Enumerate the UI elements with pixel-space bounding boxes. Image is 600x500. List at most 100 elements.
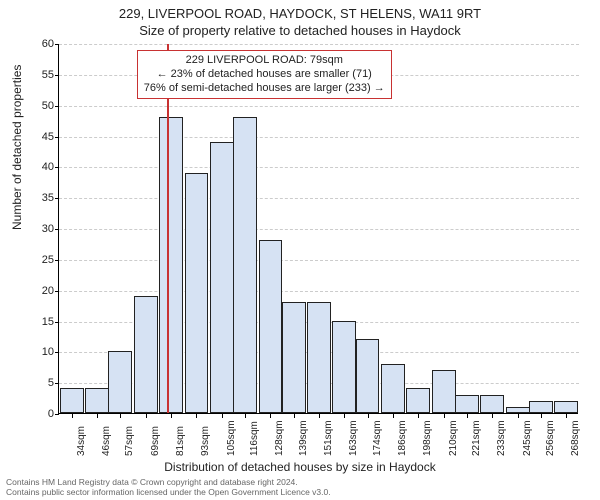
y-tick-mark xyxy=(55,229,59,230)
y-tick-mark xyxy=(55,106,59,107)
y-tick-label: 15 xyxy=(24,316,54,328)
histogram-bar xyxy=(356,339,380,413)
reference-line xyxy=(167,44,169,413)
plot-area: 05101520253035404550556034sqm46sqm57sqm6… xyxy=(58,44,578,414)
histogram-bar xyxy=(108,351,132,413)
y-tick-mark xyxy=(55,167,59,168)
x-tick-label: 174sqm xyxy=(372,420,383,456)
histogram-bar xyxy=(282,302,306,413)
x-tick-mark xyxy=(97,414,98,418)
y-tick-mark xyxy=(55,414,59,415)
y-tick-mark xyxy=(55,137,59,138)
title-line-2: Size of property relative to detached ho… xyxy=(0,23,600,40)
histogram-bar xyxy=(210,142,234,413)
y-tick-mark xyxy=(55,322,59,323)
histogram-bar xyxy=(159,117,183,413)
y-tick-label: 25 xyxy=(24,254,54,266)
histogram-bar xyxy=(406,388,430,413)
grid-line xyxy=(59,229,579,230)
x-tick-label: 128sqm xyxy=(274,420,285,456)
histogram-bar xyxy=(554,401,578,413)
grid-line xyxy=(59,260,579,261)
x-tick-mark xyxy=(72,414,73,418)
histogram-bar xyxy=(60,388,84,413)
x-tick-mark xyxy=(294,414,295,418)
y-tick-mark xyxy=(55,383,59,384)
x-tick-mark xyxy=(120,414,121,418)
x-tick-mark xyxy=(518,414,519,418)
y-tick-mark xyxy=(55,291,59,292)
x-tick-mark xyxy=(146,414,147,418)
x-tick-mark xyxy=(393,414,394,418)
y-tick-label: 10 xyxy=(24,346,54,358)
histogram-bar xyxy=(506,407,530,413)
y-tick-label: 55 xyxy=(24,69,54,81)
grid-line xyxy=(59,291,579,292)
annotation-box: 229 LIVERPOOL ROAD: 79sqm← 23% of detach… xyxy=(137,50,392,99)
x-tick-label: 268sqm xyxy=(570,420,581,456)
y-tick-label: 30 xyxy=(24,223,54,235)
x-tick-mark xyxy=(444,414,445,418)
x-tick-label: 210sqm xyxy=(448,420,459,456)
plot: 05101520253035404550556034sqm46sqm57sqm6… xyxy=(58,44,578,414)
histogram-bar xyxy=(529,401,553,413)
x-tick-mark xyxy=(222,414,223,418)
x-tick-label: 186sqm xyxy=(397,420,408,456)
x-tick-mark xyxy=(492,414,493,418)
histogram-bar xyxy=(332,321,356,414)
x-tick-mark xyxy=(368,414,369,418)
x-tick-mark xyxy=(245,414,246,418)
y-tick-label: 35 xyxy=(24,192,54,204)
y-tick-label: 0 xyxy=(24,408,54,420)
y-tick-label: 50 xyxy=(24,100,54,112)
histogram-bar xyxy=(381,364,405,413)
x-tick-label: 105sqm xyxy=(226,420,237,456)
histogram-bar xyxy=(134,296,158,413)
y-tick-label: 60 xyxy=(24,38,54,50)
annotation-line-2: ← 23% of detached houses are smaller (71… xyxy=(144,68,385,82)
histogram-bar xyxy=(307,302,331,413)
histogram-bar xyxy=(259,240,283,413)
y-tick-label: 20 xyxy=(24,285,54,297)
x-tick-mark xyxy=(418,414,419,418)
histogram-bar xyxy=(185,173,209,414)
y-tick-label: 45 xyxy=(24,131,54,143)
x-tick-label: 69sqm xyxy=(150,426,161,456)
x-tick-label: 151sqm xyxy=(323,420,334,456)
x-tick-label: 233sqm xyxy=(496,420,507,456)
annotation-line-3: 76% of semi-detached houses are larger (… xyxy=(144,82,385,96)
x-tick-label: 198sqm xyxy=(422,420,433,456)
x-tick-mark xyxy=(467,414,468,418)
x-tick-label: 245sqm xyxy=(522,420,533,456)
y-tick-mark xyxy=(55,260,59,261)
x-tick-label: 221sqm xyxy=(471,420,482,456)
x-tick-mark xyxy=(171,414,172,418)
histogram-bar xyxy=(432,370,456,413)
x-axis-label: Distribution of detached houses by size … xyxy=(0,460,600,474)
x-tick-mark xyxy=(541,414,542,418)
x-tick-label: 116sqm xyxy=(249,421,260,456)
x-tick-label: 46sqm xyxy=(101,426,112,456)
grid-line xyxy=(59,44,579,45)
x-tick-label: 163sqm xyxy=(348,420,359,456)
grid-line xyxy=(59,198,579,199)
y-tick-label: 5 xyxy=(24,377,54,389)
grid-line xyxy=(59,106,579,107)
x-tick-mark xyxy=(196,414,197,418)
x-tick-label: 256sqm xyxy=(545,420,556,456)
histogram-bar xyxy=(233,117,257,413)
y-tick-mark xyxy=(55,44,59,45)
grid-line xyxy=(59,137,579,138)
x-tick-mark xyxy=(270,414,271,418)
y-tick-mark xyxy=(55,75,59,76)
y-axis-label: Number of detached properties xyxy=(10,65,24,230)
footer-line-2: Contains public sector information licen… xyxy=(6,488,331,498)
footer-attribution: Contains HM Land Registry data © Crown c… xyxy=(6,478,331,498)
y-tick-mark xyxy=(55,352,59,353)
x-tick-label: 57sqm xyxy=(124,426,135,456)
chart-container: 229, LIVERPOOL ROAD, HAYDOCK, ST HELENS,… xyxy=(0,0,600,500)
title-line-1: 229, LIVERPOOL ROAD, HAYDOCK, ST HELENS,… xyxy=(0,6,600,23)
x-tick-label: 81sqm xyxy=(175,426,186,456)
chart-title: 229, LIVERPOOL ROAD, HAYDOCK, ST HELENS,… xyxy=(0,0,600,40)
grid-line xyxy=(59,167,579,168)
